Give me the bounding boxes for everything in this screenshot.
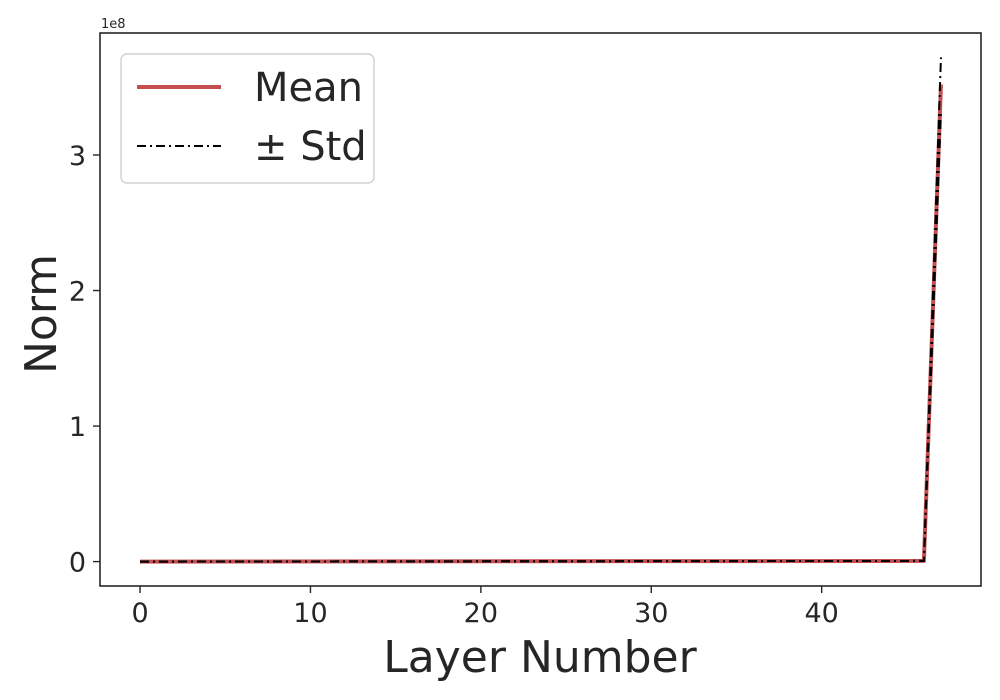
legend: Mean ± Std xyxy=(120,53,375,184)
y-tick-label: 3 xyxy=(69,141,86,172)
std-lower-line xyxy=(140,111,942,563)
legend-mean-label: Mean xyxy=(254,65,363,111)
ticks-layer: 0 10 20 30 40 0 1 2 3 xyxy=(69,141,839,629)
x-tick-label: 10 xyxy=(293,598,327,629)
x-axis-label: Layer Number xyxy=(383,632,697,683)
x-tick-label: 0 xyxy=(131,598,148,629)
y-offset-label: 1e8 xyxy=(101,17,126,32)
y-tick-label: 1 xyxy=(69,412,86,443)
y-tick-label: 2 xyxy=(69,277,86,308)
series-layer xyxy=(140,57,943,564)
x-tick-label: 20 xyxy=(464,598,498,629)
x-tick-label: 30 xyxy=(634,598,668,629)
y-axis-label: Norm xyxy=(16,254,67,374)
x-tick-label: 40 xyxy=(804,598,838,629)
legend-std-label: ± Std xyxy=(254,124,367,170)
y-tick-label: 0 xyxy=(69,548,86,579)
